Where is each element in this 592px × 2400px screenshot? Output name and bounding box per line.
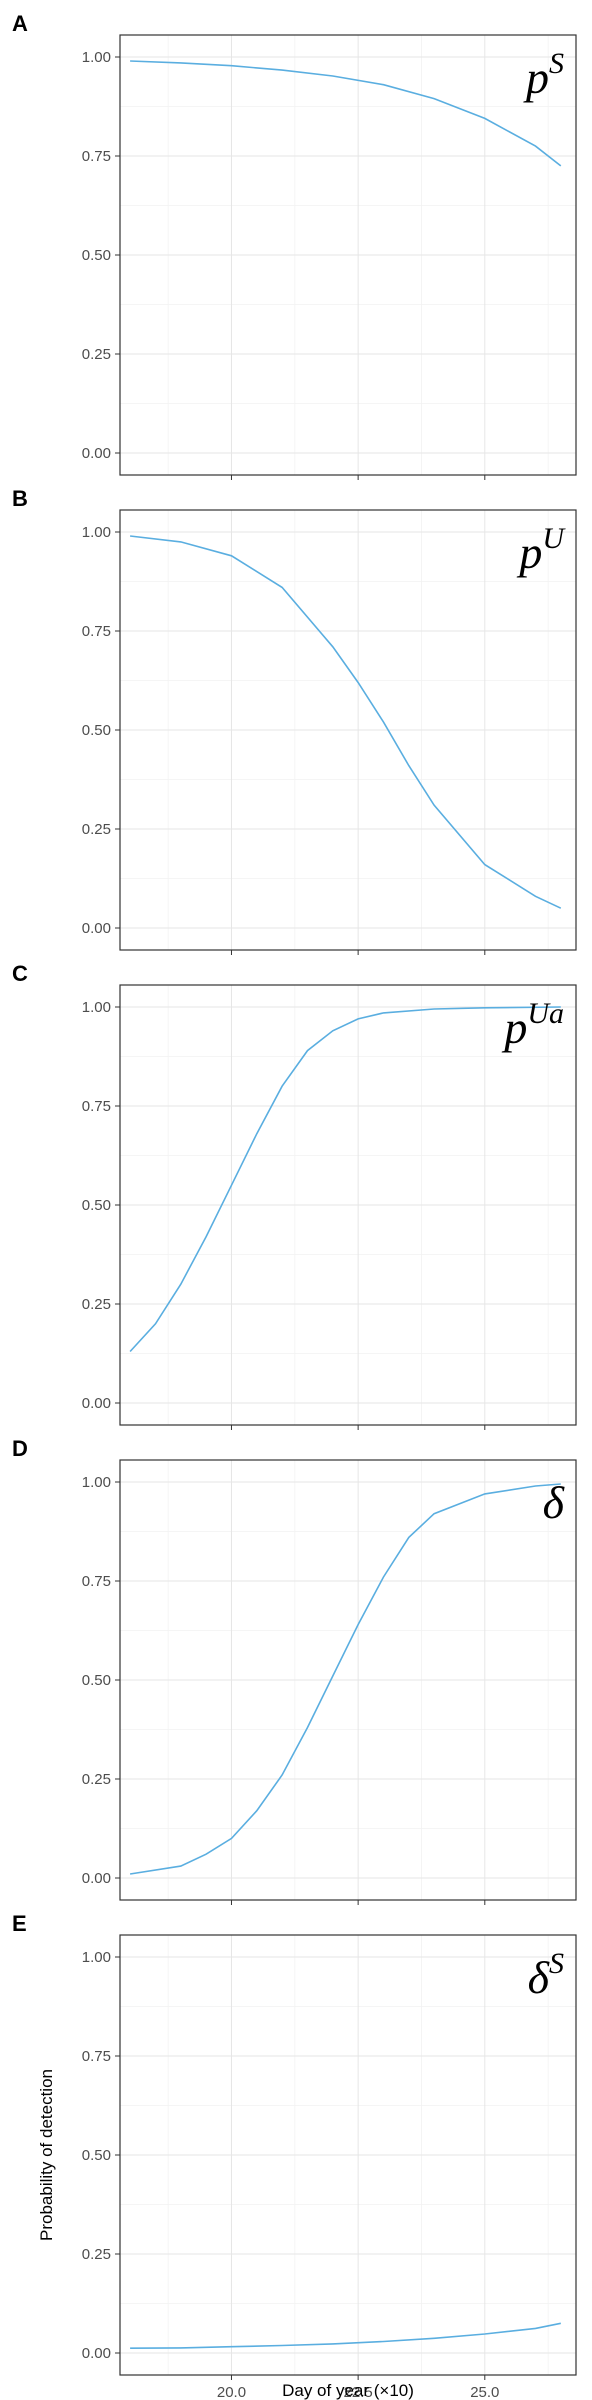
y-tick-label: 1.00 <box>82 999 111 1016</box>
parameter-label: δS <box>528 1947 564 2003</box>
parameter-label: pU <box>516 522 566 578</box>
y-tick-label: 0.25 <box>82 1296 111 1313</box>
chart-panel-a: 0.00 0.25 0.50 0.75 1.00 ApS <box>12 11 577 480</box>
probability-curve <box>129 1483 561 1875</box>
y-tick-label: 0.50 <box>82 247 111 264</box>
chart-panel-e: 0.00 0.25 0.50 0.75 1.00 20.0 22.5 25.0 EδS Proba… <box>12 1911 577 2400</box>
panel-letter: A <box>12 11 28 36</box>
y-tick-label: 1.00 <box>82 1949 111 1966</box>
y-tick-label: 1.00 <box>82 49 111 66</box>
y-axis-title: Probability of detection <box>37 2069 56 2241</box>
probability-curve <box>130 2322 561 2349</box>
y-tick-label: 0.00 <box>82 445 111 462</box>
y-tick-label: 0.75 <box>82 1098 111 1115</box>
parameter-superscript: U <box>542 522 566 555</box>
x-tick-label: 25.0 <box>470 2384 499 2400</box>
probability-curve <box>130 60 562 167</box>
parameter-label: pUa <box>501 997 564 1053</box>
chart-panel-d: 0.00 0.25 0.50 0.75 1.00 Dδ <box>12 1436 577 1905</box>
y-tick-label: 0.50 <box>82 1672 111 1689</box>
y-tick-label: 1.00 <box>82 524 111 541</box>
plot-frame <box>119 1934 577 2376</box>
parameter-base: δ <box>543 1477 565 1528</box>
y-tick-label: 0.00 <box>82 920 111 937</box>
y-tick-label: 0.25 <box>82 821 111 838</box>
panel-letter: B <box>12 486 28 511</box>
plot-frame <box>119 1459 577 1901</box>
y-tick-label: 0.00 <box>82 1870 111 1887</box>
parameter-base: p <box>523 52 549 103</box>
probability-curve <box>130 535 562 909</box>
x-tick-label: 20.0 <box>217 2384 246 2400</box>
y-tick-label: 0.75 <box>82 148 111 165</box>
panel-letter: E <box>12 1911 27 1936</box>
x-tick-label: 22.5 <box>344 2384 373 2400</box>
y-tick-label: 0.50 <box>82 2147 111 2164</box>
panel-letter: C <box>12 961 28 986</box>
plot-frame <box>119 984 577 1426</box>
parameter-label: pS <box>523 47 564 103</box>
y-tick-label: 0.50 <box>82 722 111 739</box>
x-axis-title: Day of year (×10) <box>282 2381 414 2400</box>
parameter-base: δ <box>528 1952 550 2003</box>
parameter-superscript: Ua <box>527 997 564 1030</box>
parameter-superscript: S <box>549 47 564 80</box>
panel-letter: D <box>12 1436 28 1461</box>
y-tick-label: 0.75 <box>82 623 111 640</box>
y-tick-label: 0.50 <box>82 1197 111 1214</box>
y-tick-label: 0.75 <box>82 2048 111 2065</box>
y-tick-label: 1.00 <box>82 1474 111 1491</box>
y-tick-label: 0.25 <box>82 346 111 363</box>
parameter-base: p <box>516 527 542 578</box>
plot-frame <box>119 34 577 476</box>
chart-panel-b: 0.00 0.25 0.50 0.75 1.00 BpU <box>12 486 577 955</box>
y-tick-label: 0.00 <box>82 1395 111 1412</box>
parameter-label: δ <box>543 1477 565 1528</box>
probability-curve <box>129 1006 561 1353</box>
y-tick-label: 0.00 <box>82 2345 111 2362</box>
y-tick-label: 0.75 <box>82 1573 111 1590</box>
y-tick-label: 0.25 <box>82 2246 111 2263</box>
y-tick-label: 0.25 <box>82 1771 111 1788</box>
parameter-base: p <box>501 1002 527 1053</box>
plot-frame <box>119 509 577 951</box>
parameter-superscript: S <box>549 1947 564 1980</box>
